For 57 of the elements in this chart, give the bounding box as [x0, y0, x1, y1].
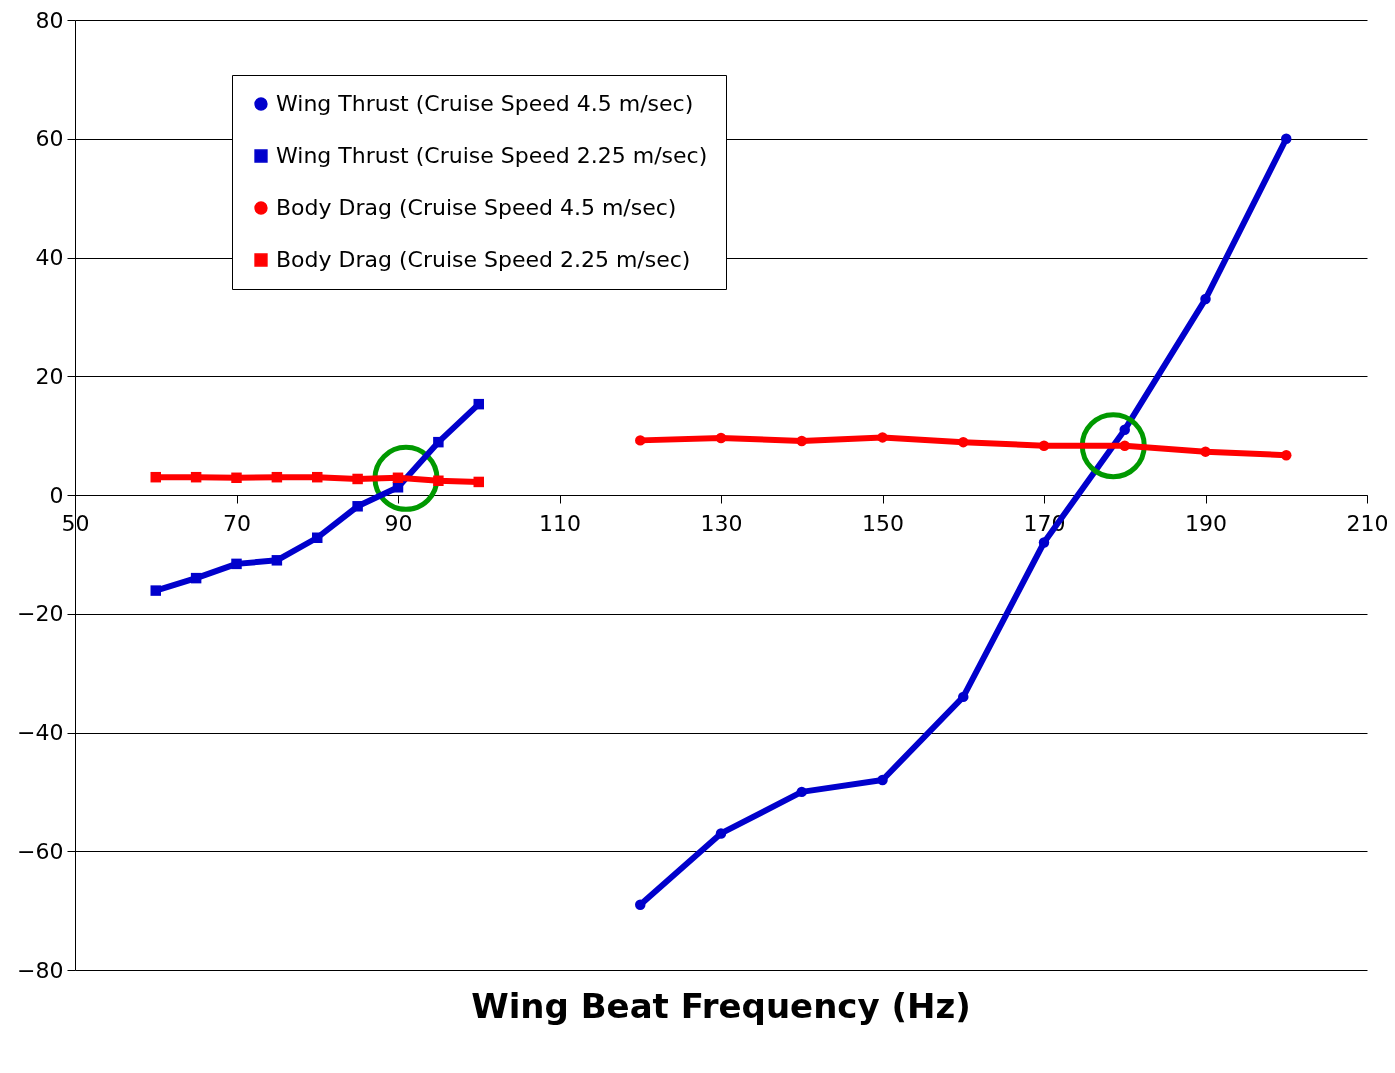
point: [312, 471, 323, 483]
point: [392, 482, 404, 493]
point: [635, 435, 646, 446]
x-tick-label: 190: [1185, 510, 1227, 536]
point: [473, 476, 484, 488]
point: [190, 471, 202, 483]
y-tick-label: −40: [17, 720, 64, 745]
point: [433, 475, 444, 486]
point: [1200, 293, 1211, 305]
x-tick-label: 130: [700, 510, 743, 536]
legend-label: Wing Thrust (Cruise Speed 4.5 m/sec): [276, 91, 694, 116]
point: [1119, 424, 1130, 435]
point: [1281, 133, 1292, 144]
point: [958, 691, 969, 703]
point: [635, 899, 646, 910]
point: [352, 501, 363, 512]
point: [1038, 537, 1050, 548]
legend-label: Body Drag (Cruise Speed 4.5 m/sec): [276, 195, 677, 220]
y-tick-label: 20: [35, 363, 64, 389]
point: [877, 774, 888, 786]
legend-label: Wing Thrust (Cruise Speed 2.25 m/sec): [276, 143, 708, 168]
point: [231, 558, 242, 570]
x-tick-label: 210: [1346, 510, 1389, 536]
point: [958, 436, 969, 448]
point: [473, 398, 484, 410]
x-tick-label: 70: [223, 510, 251, 536]
point: [1119, 440, 1130, 451]
x-axis-title: Wing Beat Frequency (Hz): [471, 986, 971, 1026]
point: [796, 786, 807, 798]
y-tick-label: −60: [17, 838, 64, 864]
point: [150, 471, 161, 483]
y-tick-label: 0: [49, 482, 64, 508]
point: [1200, 446, 1211, 457]
point: [1038, 440, 1050, 451]
point: [231, 472, 242, 484]
point: [796, 435, 807, 447]
x-tick-label: 150: [862, 510, 904, 536]
point: [433, 436, 444, 448]
point: [352, 473, 363, 485]
point: [1281, 449, 1292, 461]
point: [190, 572, 202, 584]
point: [392, 472, 404, 484]
y-tick-label: −80: [17, 957, 64, 983]
point: [715, 432, 727, 444]
point: [877, 432, 888, 443]
y-tick-label: 40: [35, 245, 64, 270]
y-tick-label: 80: [35, 7, 64, 33]
legend-label: Body Drag (Cruise Speed 2.25 m/sec): [276, 247, 691, 272]
y-tick-label: 60: [35, 126, 64, 152]
x-tick-label: 90: [384, 510, 413, 536]
point: [150, 585, 161, 596]
point: [312, 532, 323, 543]
point: [715, 828, 727, 839]
point: [271, 471, 283, 483]
y-tick-label: −20: [17, 601, 64, 627]
x-tick-label: 110: [539, 510, 581, 536]
point: [271, 555, 283, 566]
